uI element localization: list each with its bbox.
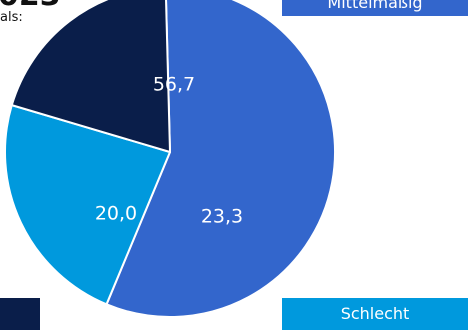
pie-slices (4, 0, 336, 318)
pie-slice-schlecht (4, 104, 171, 306)
pie-slice-value-label: 56,7 (153, 74, 195, 96)
pie-slice-mittelmassig (105, 0, 336, 318)
legend-item-mittelmassig: Mittelmäßig (282, 0, 468, 16)
legend-item-dark (0, 298, 40, 330)
chart-subtitle: als: (0, 10, 23, 25)
pie-slice-value-label: 20,0 (95, 203, 137, 225)
pie-labels: 56,7 23,3 20,0 (95, 74, 243, 228)
pie-slice-dark (10, 0, 171, 153)
chart-title: 023 (0, 0, 61, 13)
pie-slice-value-label: 23,3 (201, 206, 243, 228)
legend-item-schlecht: Schlecht (282, 298, 468, 330)
